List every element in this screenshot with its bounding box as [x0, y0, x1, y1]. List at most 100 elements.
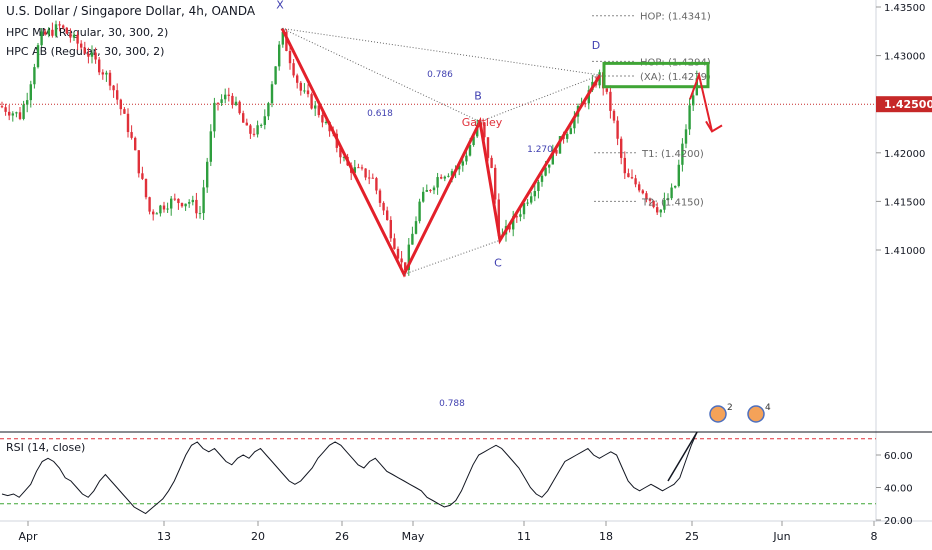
candle-body: [62, 25, 65, 28]
candle-body: [47, 29, 50, 35]
candle-body: [670, 187, 673, 199]
candle-body: [36, 45, 40, 68]
candle-body: [555, 149, 558, 154]
candle-body: [11, 113, 14, 116]
candle-body: [400, 258, 403, 263]
candle-body: [404, 262, 407, 271]
candle-body: [87, 53, 90, 57]
candle-body: [364, 168, 367, 178]
candle-body: [551, 149, 554, 165]
candle-body: [69, 33, 72, 38]
pattern-ratio-label: 1.270: [527, 145, 553, 155]
chart-title: U.S. Dollar / Singapore Dollar, 4h, OAND…: [6, 4, 256, 18]
current-price-badge: [876, 96, 932, 113]
time-tick-label: 25: [685, 530, 699, 543]
candle-body: [195, 199, 198, 214]
candle-body: [342, 156, 346, 158]
time-tick-label: Jun: [772, 530, 790, 543]
price-tick-label: 1.42000: [884, 149, 925, 160]
candle-body: [440, 177, 443, 179]
candle-body: [206, 161, 209, 188]
candle-body: [162, 205, 166, 210]
forecast-arrow-head: [705, 120, 723, 133]
candle-body: [598, 72, 601, 86]
candle-body: [569, 128, 572, 135]
pattern-point-label-c: C: [494, 256, 502, 269]
candle-body: [497, 199, 500, 236]
price-tick-label: 1.43000: [884, 52, 925, 63]
candle-body: [22, 104, 25, 119]
candle-body: [616, 120, 619, 139]
candle-body: [170, 198, 173, 209]
candle-body: [494, 167, 497, 200]
candle-body: [386, 210, 389, 221]
pattern-ratio-label: 0.788: [439, 399, 465, 409]
candle-body: [663, 200, 666, 210]
candle-body: [321, 115, 324, 123]
candle-body: [512, 216, 515, 230]
candle-body: [490, 157, 493, 168]
price-tick-label: 1.41500: [884, 197, 925, 208]
candle-body: [389, 220, 392, 239]
pattern-ratio-label: 0.618: [367, 109, 393, 119]
candle-body: [303, 90, 306, 92]
candle-body: [666, 198, 670, 201]
candle-body: [177, 198, 180, 204]
rsi-label: RSI (14, close): [6, 441, 86, 454]
candle-body: [544, 167, 547, 176]
candle-body: [688, 105, 691, 130]
candle-body: [612, 110, 616, 121]
candle-body: [216, 102, 220, 104]
candle-body: [191, 199, 194, 203]
candle-body: [443, 176, 446, 179]
candle-body: [634, 178, 637, 185]
candle-body: [94, 52, 97, 60]
candle-body: [414, 221, 418, 234]
candle-body: [530, 196, 533, 203]
candle-body: [407, 244, 410, 271]
candle-body: [249, 125, 252, 134]
candles-group: [0, 20, 698, 277]
candle-body: [112, 85, 115, 91]
calendar-event-icon: [747, 405, 765, 423]
calendar-event-icon: [709, 405, 727, 423]
candle-body: [314, 105, 317, 109]
candle-body: [18, 112, 22, 119]
rsi-line: [1, 432, 698, 515]
rsi-tick-label: 20.00: [884, 516, 913, 527]
candle-body: [209, 131, 212, 162]
candle-body: [483, 122, 486, 138]
candle-body: [270, 84, 274, 104]
candle-body: [422, 191, 425, 202]
candle-body: [242, 113, 245, 123]
pattern-point-label-d: D: [592, 39, 600, 52]
candle-body: [310, 94, 313, 109]
pattern-ratio-line: [281, 27, 481, 123]
candle-body: [353, 167, 356, 173]
time-tick-label: 8: [871, 530, 878, 543]
candle-body: [519, 214, 522, 217]
candle-body: [418, 201, 421, 222]
candle-body: [306, 90, 310, 95]
candle-body: [627, 173, 630, 178]
candle-body: [288, 50, 292, 64]
candle-body: [393, 238, 396, 249]
candle-body: [0, 106, 4, 108]
candle-body: [198, 213, 202, 215]
candle-body: [137, 150, 140, 174]
candle-body: [252, 133, 256, 135]
candle-body: [29, 84, 32, 101]
candle-body: [425, 190, 428, 192]
candle-body: [173, 198, 176, 200]
candle-body: [659, 209, 662, 213]
candle-body: [130, 132, 133, 138]
candle-body: [238, 101, 241, 114]
candle-body: [648, 198, 652, 201]
candle-body: [375, 178, 378, 191]
candle-body: [26, 100, 29, 105]
price-tick-label: 1.43500: [884, 3, 925, 14]
candle-body: [116, 90, 119, 100]
candle-body: [656, 207, 659, 213]
